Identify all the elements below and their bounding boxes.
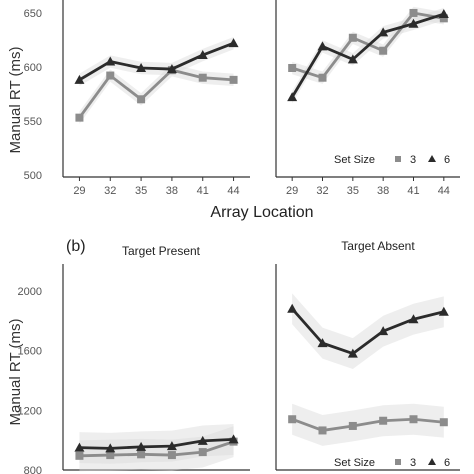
data-point-square bbox=[198, 73, 207, 82]
data-point-triangle bbox=[408, 18, 419, 28]
data-point-triangle bbox=[74, 74, 85, 84]
data-point-triangle bbox=[74, 442, 85, 452]
series-line-setsize-3 bbox=[291, 417, 444, 432]
facet-title-target-absent: Target Absent bbox=[341, 239, 415, 253]
top-legend-square-marker bbox=[395, 156, 401, 162]
bottom-panel: (b) Manual RT (ms) Target Present Target… bbox=[7, 238, 460, 474]
x-tick-label: 35 bbox=[135, 185, 147, 197]
ci-ribbon bbox=[79, 63, 234, 124]
ci-ribbon bbox=[292, 7, 444, 104]
data-point-triangle bbox=[438, 306, 449, 316]
y-tick-label: 550 bbox=[24, 116, 42, 128]
bottom-legend-label-3: 3 bbox=[410, 457, 416, 469]
data-point-triangle bbox=[347, 348, 358, 358]
y-tick-label: 500 bbox=[24, 170, 42, 182]
data-point-square bbox=[318, 73, 327, 82]
data-point-square bbox=[137, 95, 146, 104]
data-point-triangle bbox=[228, 434, 239, 444]
y-tick-label: 1200 bbox=[18, 405, 42, 417]
data-point-square bbox=[348, 33, 357, 42]
data-point-triangle bbox=[136, 441, 147, 451]
data-point-square bbox=[75, 451, 84, 460]
x-tick-label: 41 bbox=[407, 185, 419, 197]
top-panel: Manual RT (ms) Array Location Set Size 3… bbox=[7, 0, 460, 221]
data-point-square bbox=[288, 63, 297, 72]
data-point-square bbox=[137, 450, 146, 459]
top-legend-label-3: 3 bbox=[410, 154, 416, 166]
x-tick-label: 29 bbox=[286, 185, 298, 197]
data-point-square bbox=[318, 426, 327, 435]
x-tick-label: 32 bbox=[316, 185, 328, 197]
ci-ribbon bbox=[79, 426, 234, 472]
data-point-triangle bbox=[197, 435, 208, 445]
data-point-triangle bbox=[317, 41, 328, 51]
ci-ribbon bbox=[292, 293, 444, 370]
data-point-triangle bbox=[378, 326, 389, 336]
top-legend-triangle-marker bbox=[428, 155, 436, 162]
top-legend-label-6: 6 bbox=[444, 154, 450, 166]
x-tick-label: 29 bbox=[73, 185, 85, 197]
data-point-triangle bbox=[105, 56, 116, 66]
series-line-setsize-6 bbox=[79, 438, 234, 450]
series-line-setsize-6 bbox=[291, 307, 445, 355]
y-tick-label: 1600 bbox=[18, 346, 42, 358]
data-point-square bbox=[379, 416, 388, 425]
top-legend-title: Set Size bbox=[334, 154, 375, 166]
data-point-square bbox=[198, 448, 207, 457]
data-point-triangle bbox=[166, 441, 177, 451]
data-point-square bbox=[75, 113, 84, 122]
data-point-triangle bbox=[347, 54, 358, 64]
x-tick-label: 38 bbox=[166, 185, 178, 197]
series-line-setsize-6 bbox=[78, 41, 235, 82]
data-point-square bbox=[288, 415, 297, 424]
data-point-square bbox=[439, 14, 448, 23]
top-xlabel: Array Location bbox=[210, 204, 313, 221]
data-point-triangle bbox=[197, 50, 208, 60]
y-tick-label: 600 bbox=[24, 62, 42, 74]
data-point-triangle bbox=[408, 314, 419, 324]
bottom-legend-label-6: 6 bbox=[444, 457, 450, 469]
data-point-square bbox=[167, 451, 176, 460]
data-point-triangle bbox=[166, 64, 177, 74]
data-point-triangle bbox=[287, 92, 298, 102]
y-tick-label: 650 bbox=[24, 8, 42, 20]
data-point-triangle bbox=[438, 9, 449, 19]
data-point-square bbox=[229, 75, 238, 84]
data-point-square bbox=[106, 71, 115, 80]
series-line-setsize-3 bbox=[78, 68, 234, 119]
ci-ribbon bbox=[292, 403, 444, 446]
x-tick-label: 44 bbox=[438, 185, 450, 197]
bottom-legend-title: Set Size bbox=[334, 457, 375, 469]
y-tick-label: 2000 bbox=[18, 286, 42, 298]
y-tick-label: 800 bbox=[24, 465, 42, 474]
series-line-setsize-3 bbox=[79, 440, 235, 458]
data-point-triangle bbox=[228, 38, 239, 48]
data-point-square bbox=[379, 46, 388, 55]
data-point-triangle bbox=[287, 303, 298, 313]
data-point-square bbox=[439, 418, 448, 427]
data-point-triangle bbox=[105, 443, 116, 453]
bottom-legend-triangle-marker bbox=[428, 458, 436, 465]
x-tick-label: 44 bbox=[227, 185, 239, 197]
bottom-legend-square-marker bbox=[395, 459, 401, 465]
x-tick-label: 35 bbox=[347, 185, 359, 197]
x-tick-label: 38 bbox=[377, 185, 389, 197]
data-point-triangle bbox=[136, 62, 147, 72]
data-point-triangle bbox=[378, 27, 389, 37]
x-tick-label: 41 bbox=[197, 185, 209, 197]
bottom-ylabel: Manual RT (ms) bbox=[7, 319, 24, 426]
data-point-square bbox=[106, 451, 115, 460]
data-point-triangle bbox=[317, 338, 328, 348]
facet-title-target-present: Target Present bbox=[122, 244, 201, 258]
data-point-square bbox=[348, 421, 357, 430]
top-ylabel: Manual RT (ms) bbox=[7, 47, 24, 154]
x-tick-label: 32 bbox=[104, 185, 116, 197]
series-line-setsize-6 bbox=[290, 12, 445, 98]
panel-label-b: (b) bbox=[66, 238, 86, 255]
data-point-square bbox=[409, 8, 418, 17]
data-point-square bbox=[409, 415, 418, 424]
